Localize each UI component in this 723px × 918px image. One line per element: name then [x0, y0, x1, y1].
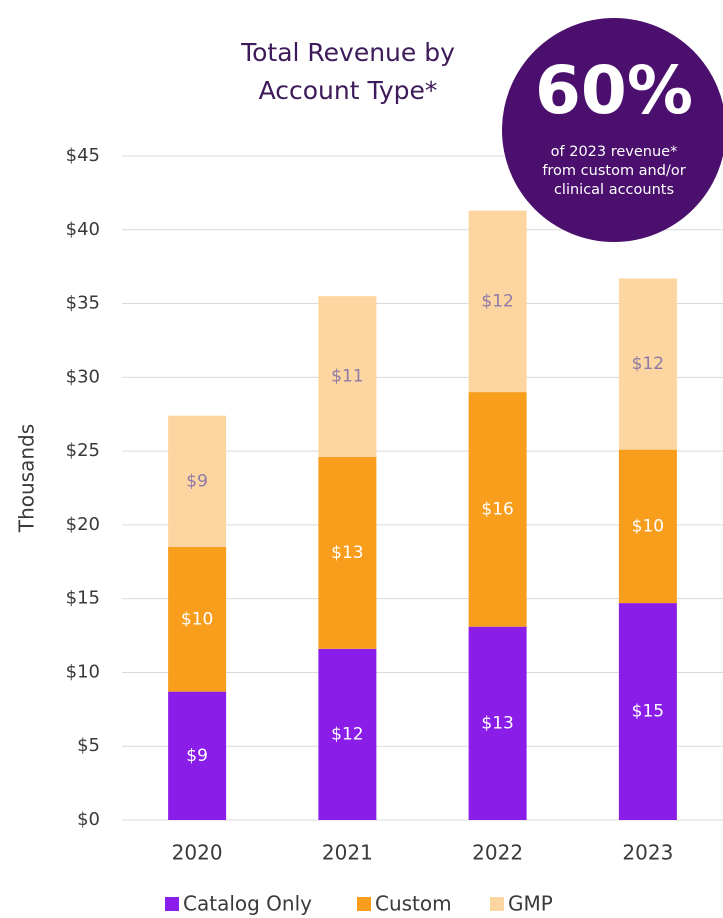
callout-text: clinical accounts	[554, 182, 674, 198]
y-tick-label: $45	[66, 145, 100, 166]
bar-segment	[618, 449, 677, 604]
callout-headline: 60%	[535, 52, 693, 129]
x-tick-label: 2021	[322, 841, 373, 865]
bar-segment	[468, 210, 527, 393]
y-tick-label: $30	[66, 366, 100, 387]
callout-circle	[502, 18, 723, 242]
callout-text: of 2023 revenue*	[551, 144, 678, 160]
chart-title: Total Revenue by Account Type*	[241, 38, 455, 105]
y-tick-label: $5	[77, 735, 100, 756]
bar-segment	[168, 691, 227, 820]
bar-segment	[318, 457, 377, 649]
data-label: $10	[632, 516, 664, 536]
y-tick-label: $40	[66, 219, 100, 240]
y-tick-label: $15	[66, 588, 100, 609]
y-tick-label: $10	[66, 661, 100, 682]
legend-label: GMP	[508, 892, 553, 916]
y-tick-label: $20	[66, 514, 100, 535]
data-label: $11	[331, 367, 363, 387]
legend-swatch	[490, 897, 504, 911]
bar-segment	[468, 626, 527, 820]
bar-segment	[618, 603, 677, 820]
data-label: $12	[481, 291, 513, 311]
data-label: $13	[331, 543, 363, 563]
callout-text: from custom and/or	[542, 163, 685, 179]
data-label: $10	[181, 609, 213, 629]
data-label: $12	[331, 724, 363, 744]
x-tick-label: 2020	[172, 841, 223, 865]
y-axis-label: Thousands	[15, 424, 39, 533]
bar-segment	[318, 296, 377, 458]
legend-label: Catalog Only	[183, 892, 312, 916]
bar-segment	[618, 278, 677, 450]
y-tick-label: $0	[77, 809, 100, 830]
data-label: $9	[186, 746, 208, 766]
x-tick-label: 2023	[622, 841, 673, 865]
bar-segment	[168, 415, 227, 548]
y-tick-label: $35	[66, 293, 100, 314]
legend-label: Custom	[375, 892, 452, 916]
legend-swatch	[357, 897, 371, 911]
legend-swatch	[165, 897, 179, 911]
data-label: $9	[186, 471, 208, 491]
bar-segment	[468, 392, 527, 627]
data-label: $15	[632, 702, 664, 722]
x-tick-label: 2022	[472, 841, 523, 865]
y-tick-label: $25	[66, 440, 100, 461]
bar-segment	[168, 547, 227, 692]
data-label: $13	[481, 713, 513, 733]
data-label: $12	[632, 354, 664, 374]
data-label: $16	[481, 499, 513, 519]
bar-segment	[318, 648, 377, 820]
